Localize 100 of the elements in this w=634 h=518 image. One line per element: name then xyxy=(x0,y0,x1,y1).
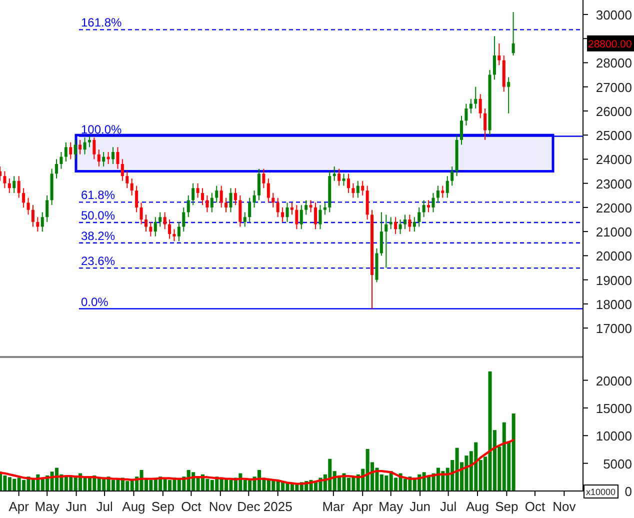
annotation: 61.8% xyxy=(81,188,116,202)
y-tick-label: 23000 xyxy=(596,176,632,192)
candlestick xyxy=(356,180,360,198)
y-tick-label: 20000 xyxy=(596,373,632,388)
candlestick xyxy=(412,216,416,232)
candlestick xyxy=(154,216,157,237)
candlestick xyxy=(78,139,82,155)
candlestick xyxy=(484,108,487,140)
candlestick xyxy=(474,86,478,110)
candlestick xyxy=(266,178,270,204)
candlestick xyxy=(64,142,68,162)
candlestick xyxy=(215,185,218,204)
x-tick-label: Oct xyxy=(524,499,546,514)
candlestick xyxy=(464,103,468,126)
annotation: 50.0% xyxy=(81,208,116,223)
x-tick-label: Sep xyxy=(495,499,518,514)
candlestick xyxy=(314,202,318,230)
candlestick xyxy=(290,202,294,216)
candlestick xyxy=(361,180,364,196)
candlestick xyxy=(196,182,200,198)
candlestick xyxy=(384,214,388,268)
y-tick-label: 0 xyxy=(624,484,632,499)
x-tick-label: Apr xyxy=(352,499,374,514)
candlestick xyxy=(258,168,261,201)
x-tick-label: Nov xyxy=(208,499,232,514)
candlestick xyxy=(22,188,26,208)
candlestick xyxy=(498,42,501,66)
candlestick xyxy=(318,204,322,230)
x-tick-label: Oct xyxy=(181,499,202,514)
candlestick xyxy=(36,216,40,232)
candlestick xyxy=(130,178,134,196)
x-tick-label: Mar xyxy=(322,499,346,514)
line-series xyxy=(0,438,514,485)
candlestick xyxy=(248,197,252,222)
annotation: 38.2% xyxy=(81,228,116,243)
y-tick-label: 20000 xyxy=(596,248,632,264)
y-tick-label: 22000 xyxy=(596,200,632,216)
annotation: 0.0% xyxy=(81,294,109,309)
candlestick xyxy=(97,149,100,167)
candlestick xyxy=(346,173,350,194)
candlestick xyxy=(69,142,72,160)
candlestick xyxy=(380,212,383,256)
candlestick xyxy=(394,216,398,234)
y-tick-label: 17000 xyxy=(596,321,632,336)
candlestick xyxy=(149,221,152,237)
annotation: 161.8% xyxy=(81,16,122,30)
x-tick-label: 2025 xyxy=(263,499,292,514)
candlestick xyxy=(450,166,454,186)
candlestick xyxy=(17,176,20,198)
candlestick xyxy=(74,139,77,160)
candlestick xyxy=(507,76,510,114)
candlestick xyxy=(441,185,444,198)
candlestick xyxy=(272,192,275,208)
candlestick xyxy=(112,146,115,165)
candlestick xyxy=(398,219,402,234)
x-tick-label: May xyxy=(378,499,404,514)
candlestick xyxy=(220,185,223,208)
candlestick xyxy=(446,176,449,198)
candlestick xyxy=(512,12,515,56)
y-tick-label: 27000 xyxy=(596,80,632,95)
candlestick xyxy=(92,136,96,160)
candlestick xyxy=(192,182,195,206)
y-tick-label: 5000 xyxy=(603,456,632,472)
text: x10000 xyxy=(586,487,616,497)
x-tick-label: Apr xyxy=(8,499,30,514)
text: 28800.00 xyxy=(588,38,632,50)
y-tick-label: 19000 xyxy=(596,272,632,288)
candlestick xyxy=(422,200,426,218)
candlestick xyxy=(262,168,266,189)
x-tick-label: May xyxy=(34,499,60,514)
candlestick xyxy=(234,188,237,206)
candlestick xyxy=(300,204,303,230)
candlestick xyxy=(281,206,284,222)
candlestick xyxy=(252,190,256,208)
candlestick xyxy=(436,185,440,204)
candlestick xyxy=(144,214,148,232)
candlestick xyxy=(120,158,124,182)
candlestick xyxy=(276,197,280,218)
x-tick-label: Nov xyxy=(552,499,576,514)
candlestick xyxy=(172,228,176,242)
candlestick xyxy=(200,188,204,206)
x-tick-label: Dec xyxy=(237,499,261,514)
candlestick xyxy=(469,98,472,114)
y-tick-label: 26000 xyxy=(596,104,632,119)
candlestick xyxy=(40,212,44,232)
candlestick xyxy=(295,204,298,230)
candlestick xyxy=(116,146,120,170)
x-tick-label: Jun xyxy=(66,499,87,514)
candlestick xyxy=(403,214,406,230)
y-tick-label: 10000 xyxy=(596,428,632,444)
candlestick xyxy=(304,200,308,216)
candlestick xyxy=(163,212,166,230)
y-tick-label: 25000 xyxy=(596,128,632,144)
y-tick-label: 15000 xyxy=(596,400,632,416)
x-tick-label: Jun xyxy=(410,499,431,514)
candlestick xyxy=(210,192,214,213)
candlestick xyxy=(224,197,228,213)
candlestick xyxy=(31,204,34,228)
candlestick xyxy=(460,115,463,146)
annotation: 100.0% xyxy=(81,122,122,136)
